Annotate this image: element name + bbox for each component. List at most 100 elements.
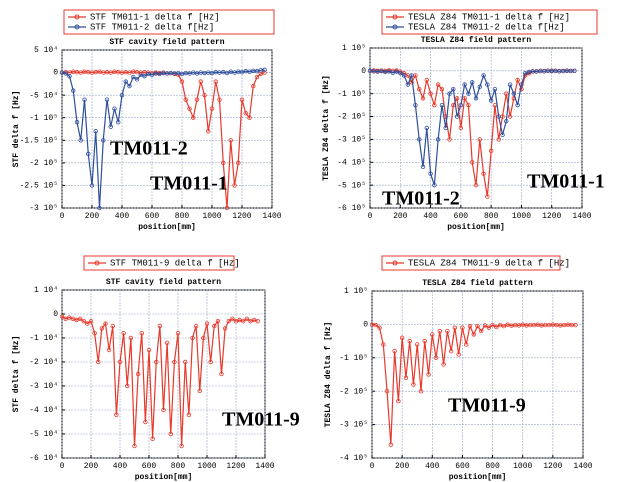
annotation: TM011-1 [150, 173, 228, 195]
data-point [426, 372, 431, 377]
data-point [117, 359, 123, 365]
subplot: 5 10⁴ 0 -5 10⁴ -1 10⁵ -1.5 10⁵ -2 10⁵ -2.5 10⁵… [12, 9, 282, 232]
data-point [104, 97, 110, 102]
data-point [81, 319, 86, 324]
data-point [262, 70, 267, 75]
y-tick-label: 5 10⁴ [34, 46, 58, 55]
x-tick-label: 400 [423, 212, 438, 221]
data-point [262, 67, 267, 73]
chart-title: TESLA Z84 field pattern [422, 279, 533, 288]
data-point [384, 389, 390, 394]
data-point [467, 323, 473, 329]
data-point [456, 352, 461, 357]
data-point [71, 88, 76, 93]
data-point [194, 97, 200, 102]
x-tick-label: 200 [85, 212, 100, 221]
x-axis-label: position[mm] [449, 473, 507, 482]
data-point [471, 332, 476, 337]
series-line [371, 324, 576, 445]
data-point [172, 359, 177, 365]
data-point [186, 412, 192, 417]
y-tick-label: -6 10⁴ [29, 454, 58, 463]
y-tick-label: 0 [363, 321, 368, 330]
data-point [386, 69, 392, 74]
data-point [228, 138, 233, 143]
data-point [93, 129, 98, 134]
data-point [433, 355, 439, 360]
data-point [515, 102, 520, 108]
y-tick-label: -4 10⁴ [29, 406, 58, 415]
data-point [164, 340, 170, 345]
data-point [396, 399, 401, 404]
data-point [573, 322, 578, 328]
data-point [127, 83, 132, 89]
data-point [485, 194, 490, 199]
data-point [470, 80, 475, 85]
data-point [413, 102, 418, 108]
data-point [451, 86, 456, 92]
data-point [572, 68, 577, 74]
data-point [67, 73, 72, 79]
data-point [59, 314, 65, 319]
chart-title: STF cavity field pattern [109, 38, 224, 47]
data-point [139, 331, 144, 336]
data-point [254, 74, 260, 80]
data-point [452, 325, 458, 330]
y-axis-label: STF delta f [Hz] [12, 91, 21, 168]
subplot: 1 10⁵ 0 -1 10⁵ -2 10⁵ -3 10⁵ -4 10⁵ -5 10⁵ -6 1… [322, 9, 605, 232]
data-point [486, 325, 492, 330]
data-point [230, 316, 235, 321]
data-point [134, 77, 140, 82]
y-tick-label: -1 10⁵ [337, 90, 366, 99]
data-point [409, 80, 414, 85]
data-point [96, 359, 101, 365]
legend-box [381, 255, 561, 271]
data-point [418, 389, 424, 394]
x-tick-label: 1200 [226, 462, 245, 471]
data-point [187, 106, 192, 111]
data-point [224, 205, 230, 211]
data-point [496, 114, 501, 119]
y-tick-label: -5 10⁴ [29, 430, 58, 439]
y-tick-label: -5 10⁵ [337, 181, 366, 190]
data-point [217, 97, 222, 102]
data-point [463, 342, 469, 347]
legend-marker [392, 260, 398, 266]
y-tick-label: 0 [361, 67, 366, 76]
legend-box [381, 9, 598, 35]
data-point [183, 359, 188, 365]
y-tick-label: 1 10⁵ [344, 287, 368, 296]
data-point [373, 322, 378, 328]
data-point [92, 331, 97, 336]
data-point [190, 335, 195, 341]
data-point [121, 331, 126, 336]
x-tick-label: 0 [368, 212, 373, 221]
data-point [201, 335, 206, 341]
data-point [85, 321, 90, 326]
y-tick-label: 0 [53, 69, 58, 78]
data-point [183, 97, 188, 102]
annotation: TM011-9 [448, 395, 526, 417]
data-point [523, 70, 528, 76]
data-point [219, 371, 224, 377]
data-point [74, 120, 80, 125]
data-point [407, 338, 412, 344]
x-tick-label: 1000 [513, 462, 532, 471]
x-tick-label: 800 [484, 212, 499, 221]
data-point [191, 115, 196, 120]
data-point [428, 91, 433, 96]
y-tick-label: -2 10⁴ [29, 358, 58, 367]
legend-box [83, 255, 235, 271]
data-point [424, 77, 429, 83]
data-point [236, 160, 241, 166]
data-point [454, 96, 460, 101]
data-point [488, 148, 494, 154]
data-point [116, 120, 121, 125]
y-tick-label: -4 10⁵ [337, 158, 366, 167]
y-tick-label: -1 10⁴ [29, 334, 58, 343]
y-tick-label: -4 10⁵ [339, 454, 368, 463]
data-point [150, 436, 155, 441]
data-point [420, 164, 426, 170]
data-point [497, 322, 503, 328]
